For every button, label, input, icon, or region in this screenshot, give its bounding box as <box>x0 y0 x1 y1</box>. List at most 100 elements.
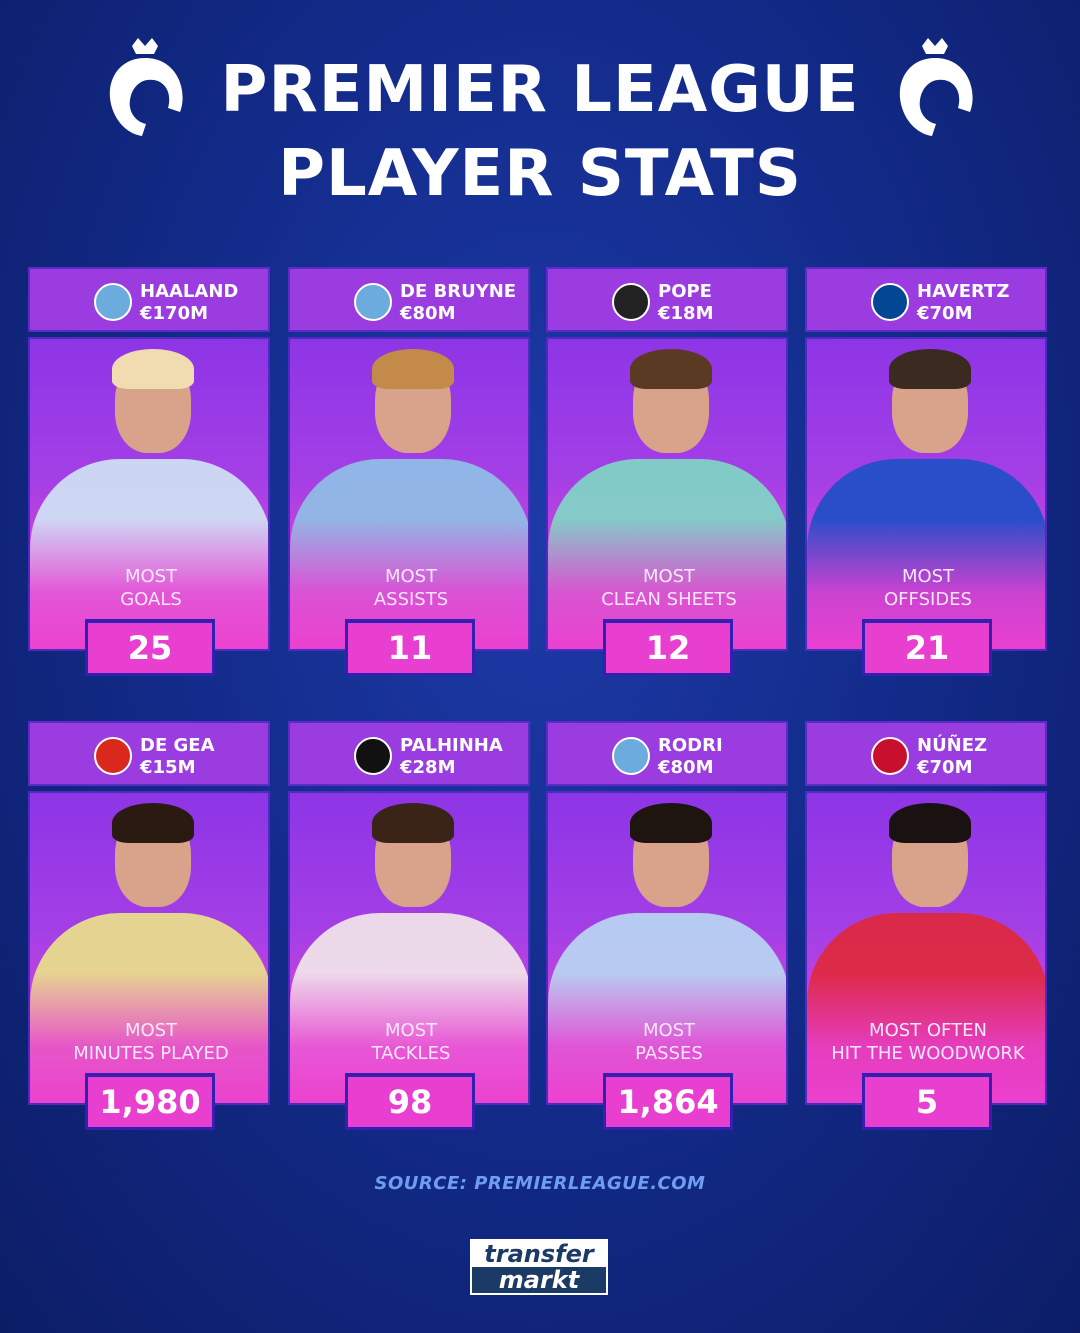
player-info: POPE €18M <box>658 281 714 325</box>
stat-value: 1,864 <box>603 1073 733 1130</box>
player-photo-hair <box>112 349 194 389</box>
stat-label-line-2: HIT THE WOODWORK <box>831 1043 1025 1064</box>
player-photo-panel: MOST CLEAN SHEETS <box>546 337 788 651</box>
stat-label-line-2: GOALS <box>120 589 182 610</box>
player-card: POPE €18M MOST CLEAN SHEETS 12 <box>546 267 788 677</box>
logo-line-1: transfer <box>484 1240 594 1268</box>
transfermarkt-logo: transfer markt <box>470 1239 608 1295</box>
premier-league-lion-icon <box>899 38 973 136</box>
player-photo-panel: MOST OFTEN HIT THE WOODWORK <box>805 791 1047 1105</box>
card-header: DE BRUYNE €80M <box>288 267 530 332</box>
market-value: €18M <box>658 303 714 324</box>
stat-label-line-1: MOST <box>642 566 696 587</box>
player-info: NÚÑEZ €70M <box>917 735 987 779</box>
stat-label-line-1: MOST <box>642 1020 696 1041</box>
stat-label: MOST GOALS <box>30 565 268 611</box>
player-card: HAALAND €170M MOST GOALS 25 <box>28 267 270 677</box>
market-value: €28M <box>400 757 456 778</box>
stat-value: 1,980 <box>85 1073 215 1130</box>
player-name: HAALAND <box>140 281 239 302</box>
stat-value: 25 <box>85 619 215 676</box>
stat-label: MOST OFFSIDES <box>807 565 1045 611</box>
market-value: €15M <box>140 757 196 778</box>
market-value: €170M <box>140 303 209 324</box>
stat-label: MOST OFTEN HIT THE WOODWORK <box>807 1019 1045 1065</box>
manchester-city-crest-icon <box>94 283 132 321</box>
card-header: HAVERTZ €70M <box>805 267 1047 332</box>
newcastle-crest-icon <box>612 283 650 321</box>
stat-label-line-2: ASSISTS <box>373 589 449 610</box>
card-header: NÚÑEZ €70M <box>805 721 1047 786</box>
card-header: POPE €18M <box>546 267 788 332</box>
player-photo-hair <box>889 349 971 389</box>
player-info: DE BRUYNE €80M <box>400 281 516 325</box>
player-card: HAVERTZ €70M MOST OFFSIDES 21 <box>805 267 1047 677</box>
stat-label: MOST ASSISTS <box>290 565 528 611</box>
card-header: RODRI €80M <box>546 721 788 786</box>
chelsea-crest-icon <box>871 283 909 321</box>
player-photo-hair <box>889 803 971 843</box>
stat-label-line-1: MOST <box>384 566 438 587</box>
player-photo-panel: MOST PASSES <box>546 791 788 1105</box>
player-photo-panel: MOST MINUTES PLAYED <box>28 791 270 1105</box>
player-info: DE GEA €15M <box>140 735 215 779</box>
stat-label-line-2: PASSES <box>635 1043 703 1064</box>
player-info: PALHINHA €28M <box>400 735 503 779</box>
player-info: HAVERTZ €70M <box>917 281 1009 325</box>
market-value: €70M <box>917 303 973 324</box>
stat-value: 98 <box>345 1073 475 1130</box>
stat-label-line-2: MINUTES PLAYED <box>73 1043 229 1064</box>
player-info: RODRI €80M <box>658 735 723 779</box>
player-card: DE GEA €15M MOST MINUTES PLAYED 1,980 <box>28 721 270 1131</box>
stat-value: 11 <box>345 619 475 676</box>
player-card: RODRI €80M MOST PASSES 1,864 <box>546 721 788 1131</box>
player-name: DE GEA <box>140 735 215 756</box>
player-name: DE BRUYNE <box>400 281 517 302</box>
player-name: NÚÑEZ <box>917 735 988 756</box>
manchester-city-crest-icon <box>612 737 650 775</box>
stat-value: 5 <box>862 1073 992 1130</box>
premier-league-lion-icon <box>109 38 183 136</box>
player-photo-hair <box>630 349 712 389</box>
manchester-united-crest-icon <box>94 737 132 775</box>
player-name: RODRI <box>658 735 723 756</box>
player-card: DE BRUYNE €80M MOST ASSISTS 11 <box>288 267 530 677</box>
stat-label-line-1: MOST <box>384 1020 438 1041</box>
player-photo-panel: MOST GOALS <box>28 337 270 651</box>
card-header: HAALAND €170M <box>28 267 270 332</box>
source-text: SOURCE: PREMIERLEAGUE.COM <box>374 1173 706 1194</box>
player-info: HAALAND €170M <box>140 281 238 325</box>
player-photo-hair <box>630 803 712 843</box>
stat-label: MOST PASSES <box>548 1019 786 1065</box>
market-value: €80M <box>658 757 714 778</box>
player-photo-hair <box>372 803 454 843</box>
stat-label: MOST TACKLES <box>290 1019 528 1065</box>
player-photo-panel: MOST ASSISTS <box>288 337 530 651</box>
title-line-2: PLAYER STATS <box>278 137 802 211</box>
player-name: PALHINHA <box>400 735 503 756</box>
player-name: HAVERTZ <box>917 281 1010 302</box>
player-card: PALHINHA €28M MOST TACKLES 98 <box>288 721 530 1131</box>
liverpool-crest-icon <box>871 737 909 775</box>
stat-label: MOST MINUTES PLAYED <box>30 1019 268 1065</box>
player-photo-hair <box>372 349 454 389</box>
market-value: €70M <box>917 757 973 778</box>
stat-label-line-1: MOST OFTEN <box>869 1020 987 1041</box>
player-photo-hair <box>112 803 194 843</box>
player-photo-panel: MOST TACKLES <box>288 791 530 1105</box>
title-line-1: PREMIER LEAGUE <box>220 53 860 127</box>
stat-label-line-2: TACKLES <box>371 1043 451 1064</box>
logo-line-2: markt <box>472 1267 606 1293</box>
stat-label: MOST CLEAN SHEETS <box>548 565 786 611</box>
player-name: POPE <box>658 281 712 302</box>
stat-label-line-2: OFFSIDES <box>884 589 972 610</box>
market-value: €80M <box>400 303 456 324</box>
fulham-crest-icon <box>354 737 392 775</box>
card-header: DE GEA €15M <box>28 721 270 786</box>
stat-value: 12 <box>603 619 733 676</box>
player-card: NÚÑEZ €70M MOST OFTEN HIT THE WOODWORK 5 <box>805 721 1047 1131</box>
player-photo-panel: MOST OFFSIDES <box>805 337 1047 651</box>
stat-value: 21 <box>862 619 992 676</box>
stat-label-line-1: MOST <box>901 566 955 587</box>
stat-label-line-1: MOST <box>124 1020 178 1041</box>
